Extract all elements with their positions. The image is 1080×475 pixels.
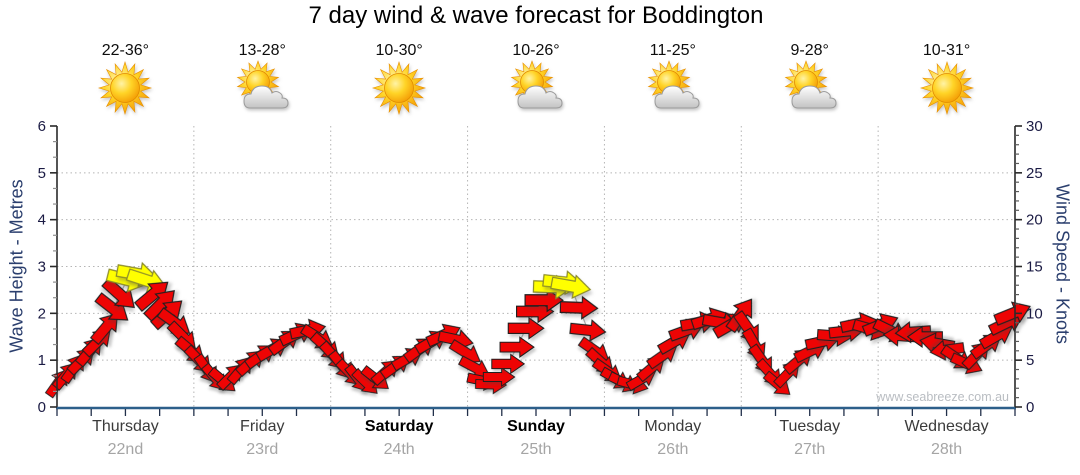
day-date-label: 28th: [930, 441, 963, 458]
wind-tick-label: 30: [1026, 118, 1043, 135]
wind-tick-label: 25: [1026, 165, 1043, 182]
temperature-range: 22-36°: [101, 42, 150, 59]
wind-arrow: [569, 319, 607, 342]
sunny-icon: [372, 60, 427, 116]
day-date-label: 27th: [794, 441, 826, 458]
wind-arrow: [491, 353, 526, 375]
wind-tick-label: 0: [1026, 399, 1034, 416]
day-name-label: Wednesday: [904, 418, 989, 435]
wind-arrow-strong: [550, 274, 592, 299]
wave-tick-label: 4: [38, 212, 46, 229]
day-date-label: 26th: [657, 441, 689, 458]
day-date-label: 24th: [383, 441, 415, 458]
partly-cloudy-icon: [784, 60, 837, 109]
wind-arrow: [559, 295, 599, 320]
wind-arrow: [507, 316, 545, 340]
partly-cloudy-icon: [647, 60, 700, 109]
day-date-label: 25th: [520, 441, 552, 458]
wind-arrow: [133, 281, 169, 312]
wave-tick-label: 0: [38, 399, 46, 416]
wind-tick-label: 20: [1026, 212, 1043, 229]
day-name-label: Thursday: [92, 418, 159, 435]
day-date-label: 22nd: [107, 441, 144, 458]
sunny-icon: [919, 60, 974, 116]
wave-tick-label: 1: [38, 352, 46, 369]
temperature-range: 10-31°: [922, 42, 971, 59]
temperature-range: 13-28°: [238, 42, 286, 59]
wind-arrow: [499, 336, 535, 358]
wind-arrow: [993, 301, 1031, 326]
temperature-range: 11-25°: [649, 42, 696, 59]
sunny-icon: [98, 60, 153, 116]
day-name-label: Monday: [644, 418, 702, 435]
day-name-label: Saturday: [364, 418, 434, 435]
wind-arrow: [482, 366, 516, 388]
wave-tick-label: 6: [38, 118, 46, 135]
partly-cloudy-icon: [236, 60, 289, 109]
wave-tick-label: 2: [38, 305, 46, 322]
day-date-label: 23rd: [246, 441, 279, 458]
wind-arrow: [524, 288, 564, 313]
partly-cloudy-icon: [510, 60, 563, 109]
temperature-range: 9-28°: [790, 42, 829, 59]
day-name-label: Friday: [240, 418, 285, 435]
wind-tick-label: 10: [1026, 305, 1043, 322]
chart-title: 7 day wind & wave forecast for Boddingto…: [308, 2, 764, 29]
wind-arrow: [89, 313, 119, 346]
watermark: www.seabreeze.com.au: [875, 390, 1009, 404]
day-name-label: Tuesday: [779, 418, 841, 435]
temperature-range: 10-30°: [375, 42, 423, 59]
temperature-range: 10-26°: [512, 42, 560, 59]
wave-tick-label: 3: [38, 259, 46, 276]
day-name-label: Sunday: [507, 418, 565, 435]
wave-tick-label: 5: [38, 165, 46, 182]
wind-tick-label: 5: [1026, 352, 1034, 369]
wind-tick-label: 15: [1026, 259, 1043, 276]
